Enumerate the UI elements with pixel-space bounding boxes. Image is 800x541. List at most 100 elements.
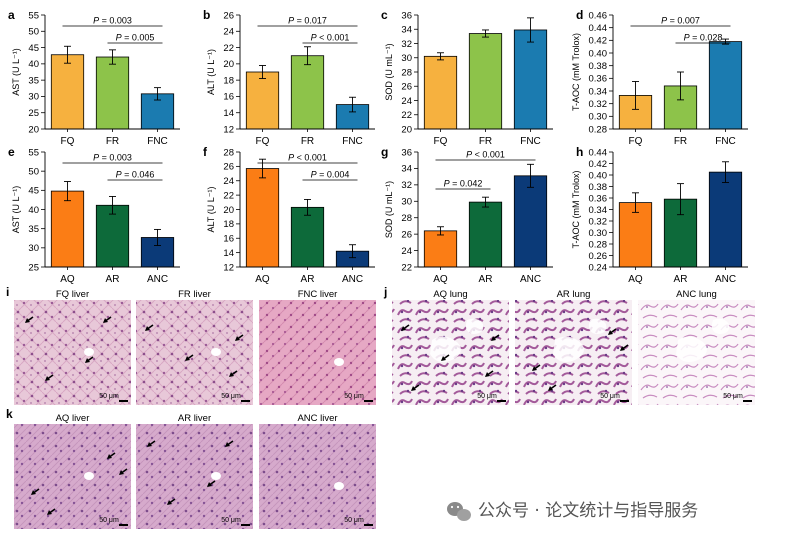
y-tick-label: 0.30 [589, 112, 608, 123]
y-axis-label: SOD (U mL⁻¹) [384, 43, 394, 100]
central-vein [84, 348, 94, 356]
arrow-icon [147, 442, 152, 447]
tissue-image [259, 424, 376, 529]
panel-letter-f: f [203, 145, 208, 159]
histology-panels: i FQ liver 50 μm FR liver 50 μm FNC liver 50 μ… [6, 285, 755, 529]
histology-panel-j: j AQ lung 50 μm AR lung 50 μm ANC lung 50 μm [383, 285, 755, 405]
y-tick-label: 22 [223, 43, 234, 54]
y-tick-label: 40 [28, 205, 39, 216]
y-tick-label: 25 [28, 108, 39, 119]
x-tick-label: AR [674, 274, 688, 285]
x-tick-label: FNC [520, 136, 541, 147]
bar-AQ [423, 230, 458, 268]
y-axis-label: SOD (U mL⁻¹) [384, 181, 394, 238]
y-tick-label: 22 [401, 110, 412, 121]
x-tick-label: FQ [61, 136, 75, 147]
y-tick-label: 40 [28, 59, 39, 70]
y-tick-label: 16 [223, 234, 234, 245]
y-tick-label: 0.34 [589, 205, 608, 216]
arrow-icon [235, 336, 240, 341]
central-vein [84, 472, 94, 480]
y-tick-label: 26 [223, 162, 234, 173]
y-tick-label: 14 [223, 248, 234, 259]
histology-panel-i: i FQ liver 50 μm FR liver 50 μm FNC liver 50 μ… [6, 285, 376, 405]
scale-bar-label: 50 μm [723, 393, 743, 400]
chart-g: g 22 24 26 28 30 32 34 36 SOD (U mL⁻¹) AQ AR ANC P < … [381, 145, 553, 285]
x-tick-label: ANC [147, 274, 168, 285]
panel-letter-h: h [576, 145, 583, 159]
panel-letter-d: d [576, 8, 583, 22]
micrograph-title: FR liver [178, 289, 211, 300]
micrograph-aq-liver: AQ liver 50 μm [14, 413, 131, 529]
chart-b: b 12 14 16 18 20 22 24 26 ALT (U L⁻¹) FQ FR FNC P = 0… [203, 8, 375, 147]
y-tick-label: 0.42 [589, 36, 608, 47]
micrograph-title: AR liver [178, 413, 211, 424]
bar-AQ [245, 168, 280, 268]
scale-bar-label: 50 μm [221, 393, 241, 400]
x-tick-label: FR [479, 136, 492, 147]
micrograph-aq-lung: AQ lung 50 μm [392, 289, 509, 405]
micrograph-title: AQ lung [433, 289, 467, 300]
tissue-image [136, 300, 253, 405]
p-value-label: P < 0.001 [311, 33, 350, 43]
y-tick-label: 0.40 [589, 170, 608, 181]
y-tick-label: 0.24 [589, 262, 608, 273]
bar-AR [468, 201, 503, 268]
y-tick-label: 28 [223, 147, 234, 158]
y-tick-label: 36 [401, 147, 412, 158]
chart-f: f 12 14 16 18 20 22 24 26 28 ALT (U L⁻¹) AQ AR ANC P <… [203, 145, 375, 285]
y-tick-label: 0.28 [589, 239, 608, 250]
scale-bar-label: 50 μm [344, 393, 364, 400]
arrow-icon [107, 454, 112, 459]
y-tick-label: 45 [28, 186, 39, 197]
y-axis-label: T-AOC (mM Trolox) [571, 170, 581, 248]
y-tick-label: 20 [223, 59, 234, 70]
panel-letter-i: i [6, 285, 9, 299]
alveolar-space [676, 336, 707, 362]
micrograph-anc-liver: ANC liver 50 μm [259, 413, 376, 529]
p-value-label: P = 0.028 [684, 33, 723, 43]
x-tick-label: AQ [255, 274, 270, 285]
arrow-icon [441, 356, 446, 361]
micrograph-title: FQ liver [56, 289, 89, 300]
panel-letter-g: g [381, 145, 388, 159]
y-tick-label: 0.40 [589, 48, 608, 59]
bar-FR [95, 56, 130, 130]
tissue-image [259, 300, 376, 405]
panel-letter-k: k [6, 407, 13, 421]
y-axis-label: AST (U L⁻¹) [11, 186, 21, 234]
bar-charts: a 20 25 30 35 40 45 50 55 AST (U L⁻¹) FQ FR FNC P = 0… [8, 8, 748, 285]
arrow-icon [229, 372, 234, 377]
x-tick-label: AQ [60, 274, 75, 285]
y-tick-label: 0.32 [589, 99, 608, 110]
x-tick-label: ANC [715, 274, 736, 285]
p-value-label: P = 0.017 [288, 16, 327, 26]
y-tick-label: 14 [223, 108, 234, 119]
y-tick-label: 24 [401, 246, 412, 257]
panel-letter-a: a [8, 8, 15, 22]
central-vein [334, 482, 344, 490]
panel-letter-e: e [8, 145, 15, 159]
x-tick-label: AQ [433, 274, 448, 285]
tissue-image [136, 424, 253, 529]
p-value-label: P < 0.001 [466, 150, 505, 160]
chart-h: h0.240.260.280.300.320.340.360.380.400.4… [571, 145, 748, 285]
watermark: 公众号 · 论文统计与指导服务 [447, 501, 698, 521]
y-tick-label: 0.36 [589, 193, 608, 204]
scale-bar-label: 50 μm [477, 393, 497, 400]
x-tick-label: AR [479, 274, 493, 285]
micrograph-fr-liver: FR liver 50 μm [136, 289, 253, 405]
bar-FQ [423, 55, 458, 130]
p-value-label: P < 0.001 [288, 153, 327, 163]
bar-AQ [50, 190, 85, 268]
y-axis-label: ALT (U L⁻¹) [206, 49, 216, 95]
tissue-image [14, 424, 131, 529]
arrow-icon [167, 500, 172, 505]
y-tick-label: 18 [223, 219, 234, 230]
y-tick-label: 20 [223, 205, 234, 216]
micrograph-fq-liver: FQ liver 50 μm [14, 289, 131, 405]
bar-FQ [50, 54, 85, 130]
panel-letter-j: j [383, 285, 387, 299]
arrow-icon [225, 442, 230, 447]
y-tick-label: 55 [28, 147, 39, 158]
